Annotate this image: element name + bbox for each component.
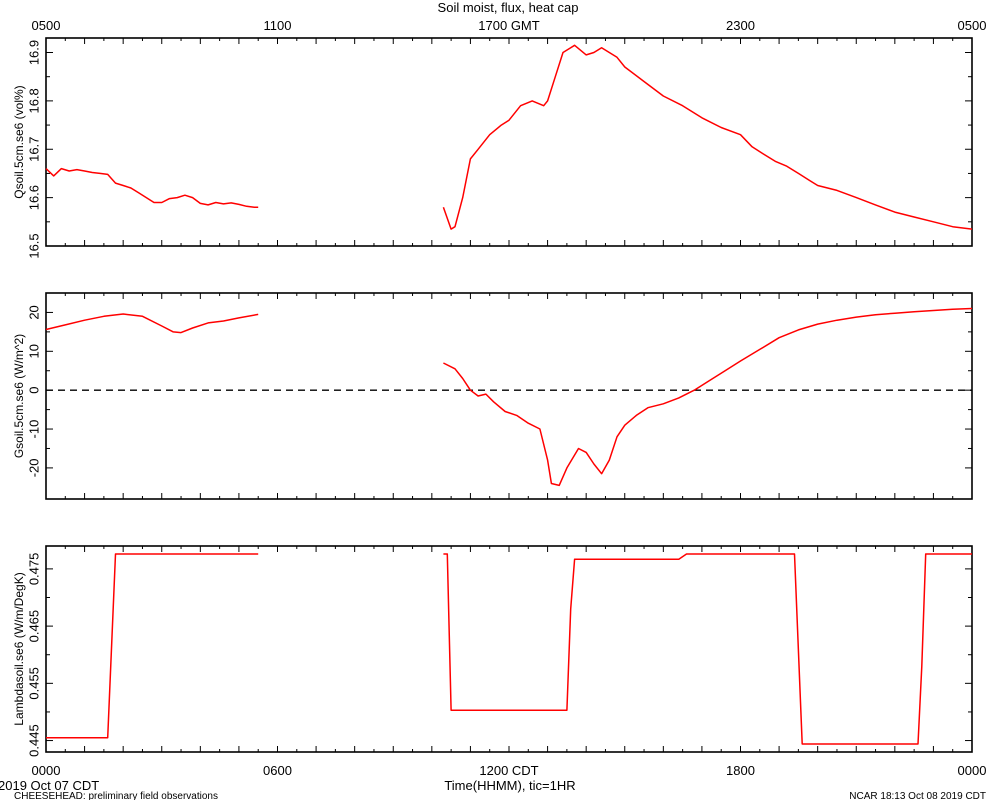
y-tick-label: 0.465 — [26, 610, 41, 643]
top-tick-label: 1700 GMT — [478, 18, 539, 33]
y-tick-label: 16.6 — [26, 185, 41, 210]
y-tick-label: 16.9 — [26, 40, 41, 65]
series-line-2-1 — [45, 313, 259, 334]
y-tick-label: -20 — [26, 459, 41, 478]
bottom-tick-label: 0000 — [958, 763, 987, 778]
series-line-1-1 — [45, 167, 259, 209]
bottom-tick-label: 1800 — [726, 763, 755, 778]
bottom-tick-label: 1200 CDT — [479, 763, 538, 778]
footer-left: CHEESEHEAD: preliminary field observatio… — [14, 791, 218, 800]
bottom-tick-label: 0600 — [263, 763, 292, 778]
y-tick-label: 0.475 — [26, 553, 41, 586]
y-tick-label: 16.7 — [26, 137, 41, 162]
y-tick-label: 20 — [26, 305, 41, 319]
bottom-axis-tick-labels: 0000 0600 1200 CDT 1800 0000 — [32, 763, 987, 778]
y-axis-label: Qsoil.5cm.se6 (vol%) — [12, 85, 26, 198]
y-axis-label: Gsoil.5cm.se6 (W/m^2) — [12, 334, 26, 458]
y-tick-label: 0 — [26, 387, 41, 394]
panel-2: -20 -10 0 10 20 Gsoil.5cm.se6 (W/m^2) — [12, 292, 973, 500]
y-tick-label: 16.5 — [26, 233, 41, 258]
bottom-tick-label: 0000 — [32, 763, 61, 778]
y-tick-label: -10 — [26, 420, 41, 439]
chart-title: Soil moist, flux, heat cap — [438, 0, 579, 15]
panel-1: 16.5 16.6 16.7 16.8 16.9 Qsoil.5cm.se6 (vol%) — [12, 37, 973, 259]
chart-panels: 16.5 16.6 16.7 16.8 16.9 Qsoil.5cm.se6 (vol%)… — [12, 37, 973, 757]
series-line-2-2 — [443, 307, 973, 487]
y-axis-label: Lambdasoil.se6 (W/m/DegK) — [12, 572, 26, 725]
series-line-1-2 — [442, 44, 973, 230]
series-line-3-1 — [46, 553, 259, 739]
x-axis-label: Time(HHMM), tic=1HR — [444, 778, 575, 793]
top-tick-label: 0500 — [32, 18, 61, 33]
y-tick-label: 0.445 — [26, 724, 41, 757]
panel-frame — [45, 292, 973, 500]
y-tick-label: 10 — [26, 344, 41, 358]
date-label: 2019 Oct 07 CDT — [0, 778, 99, 793]
top-tick-label: 1100 — [264, 18, 292, 33]
y-tick-label: 0.455 — [26, 667, 41, 700]
top-tick-label: 2300 — [726, 18, 755, 33]
top-tick-label: 0500 — [958, 18, 987, 33]
y-tick-label: 16.8 — [26, 88, 41, 113]
panel-frame — [45, 37, 973, 247]
top-axis-tick-labels: 0500 1100 1700 GMT 2300 0500 — [32, 18, 987, 33]
series-line-3-2 — [443, 553, 972, 745]
footer-right: NCAR 18:13 Oct 08 2019 CDT — [849, 791, 986, 800]
panel-frame — [45, 545, 973, 753]
